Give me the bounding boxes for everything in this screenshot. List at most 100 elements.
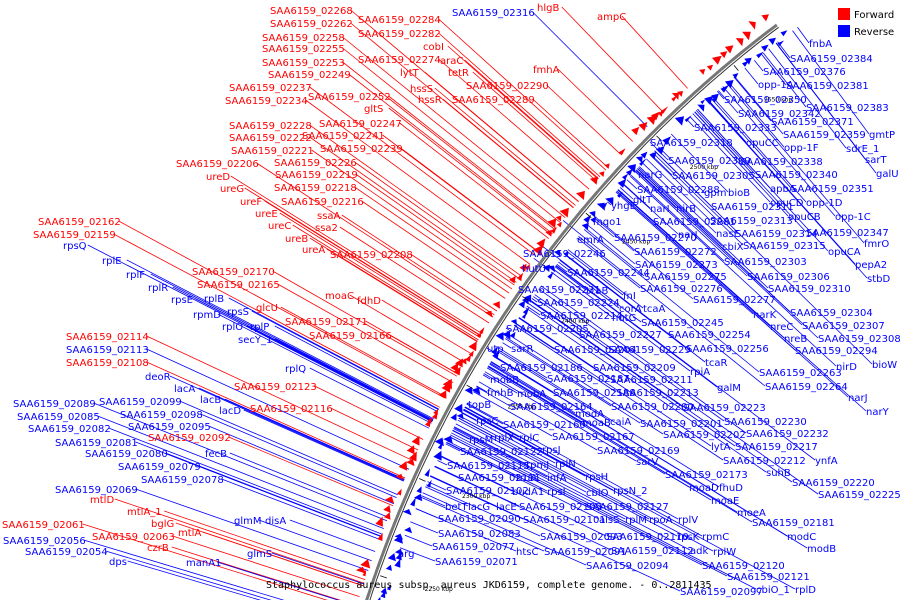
forward-gene-label: hlgB — [537, 3, 559, 14]
reverse-gene-glyph — [377, 596, 381, 600]
reverse-label-connector — [585, 227, 645, 277]
reverse-label-connector — [532, 11, 648, 128]
reverse-label-connector — [775, 42, 877, 174]
reverse-gene-label: SAA6159_02256 — [686, 344, 769, 355]
reverse-gene-label: SAA6159_02333 — [694, 123, 777, 134]
reverse-gene-label: SAA6159_02217 — [735, 442, 818, 453]
reverse-label-connector — [652, 152, 736, 234]
forward-gene-glyph — [411, 435, 420, 446]
forward-label-connector — [292, 224, 479, 341]
reverse-label-connector — [229, 452, 389, 518]
reverse-gene-glyph — [454, 403, 463, 414]
reverse-gene-label: nasF — [716, 229, 740, 240]
reverse-gene-label: SAA6159_02224 — [537, 298, 620, 309]
scale-tick-label: 2500 kbp — [690, 164, 718, 171]
reverse-gene-label: fecB — [205, 449, 227, 460]
scale-tick-label: 2300 kbp — [462, 493, 490, 500]
reverse-gene-glyph — [684, 115, 692, 123]
forward-label-connector — [228, 436, 394, 507]
reverse-label-connector — [453, 428, 548, 478]
forward-gene-glyph — [460, 358, 467, 365]
reverse-gene-glyph — [542, 264, 550, 272]
forward-label-connector — [342, 47, 562, 224]
reverse-gene-glyph — [711, 93, 719, 102]
reverse-gene-label: SAA6159_02214 — [540, 311, 623, 322]
reverse-gene-label: rpmJ — [526, 460, 549, 471]
reverse-gene-label: SAA6159_02231 — [518, 285, 601, 296]
reverse-gene-label: opp-1D — [806, 198, 843, 209]
reverse-label-connector — [437, 460, 448, 466]
reverse-gene-glyph — [437, 441, 443, 450]
forward-gene-glyph — [432, 412, 438, 420]
reverse-gene-label: SAA6159_02314 — [735, 229, 818, 240]
reverse-gene-glyph — [596, 202, 605, 211]
reverse-label-connector — [555, 264, 816, 461]
reverse-gene-glyph — [426, 479, 432, 488]
forward-gene-glyph — [699, 69, 706, 75]
reverse-label-connector — [97, 415, 384, 529]
reverse-label-connector — [530, 300, 793, 483]
reverse-gene-glyph — [395, 552, 402, 561]
reverse-label-connector — [135, 488, 369, 571]
reverse-label-connector — [251, 310, 439, 410]
reverse-gene-label: SAA6159_02304 — [790, 308, 873, 319]
reverse-label-connector — [649, 141, 657, 149]
reverse-gene-label: disA — [265, 516, 286, 527]
reverse-gene-label: rplC — [519, 433, 539, 444]
reverse-gene-glyph — [761, 44, 769, 52]
forward-gene-label: SAA6159_02262 — [270, 19, 353, 30]
forward-gene-label: SAA6159_02282 — [358, 29, 441, 40]
reverse-label-connector — [717, 90, 739, 114]
scale-tick-label: 2400 kbp — [561, 318, 589, 325]
genome-caption: Staphylococcus aureus subsp. aureus JKD6… — [266, 580, 712, 591]
reverse-label-connector — [502, 342, 512, 349]
forward-gene-label: SAA6159_02092 — [148, 433, 231, 444]
reverse-gene-glyph — [510, 319, 517, 325]
reverse-label-connector — [525, 307, 767, 473]
reverse-gene-label: budA1 — [512, 487, 544, 498]
forward-label-connector — [172, 535, 360, 597]
reverse-label-connector — [200, 413, 397, 498]
reverse-gene-label: rplW — [713, 547, 736, 558]
reverse-gene-label: SAA6159_02310 — [768, 284, 851, 295]
reverse-gene-label: rplX — [494, 433, 514, 444]
forward-label-connector — [277, 283, 454, 384]
forward-gene-label: mtlA_1 — [127, 507, 162, 518]
forward-gene-label: SAA6159_02274 — [358, 55, 441, 66]
reverse-label-connector — [592, 218, 615, 238]
reverse-gene-glyph — [590, 216, 597, 224]
gene-labels: SAA6159_02268 SAA6159_02284 hlgB ampC SAA615… — [2, 3, 900, 598]
reverse-gene-label: hutG — [612, 313, 636, 324]
reverse-gene-label: rplN — [555, 459, 576, 470]
reverse-gene-label: SAA6159_02305 — [672, 171, 755, 182]
reverse-gene-label: bioW — [872, 360, 897, 371]
reverse-gene-label: lacA — [174, 384, 195, 395]
reverse-gene-label: SAA6159_02213 — [616, 388, 699, 399]
reverse-label-connector — [711, 95, 807, 203]
legend: Forward Reverse — [838, 8, 894, 38]
reverse-gene-label: manA1 — [186, 558, 221, 569]
reverse-gene-glyph — [518, 300, 525, 309]
reverse-label-connector — [744, 67, 759, 85]
forward-gene-label: SAA6159_02171 — [285, 317, 368, 328]
reverse-gene-label: mobB — [490, 375, 519, 386]
scale-tick — [585, 212, 592, 218]
forward-gene-glyph — [468, 350, 474, 357]
reverse-gene-label: SAA6159_02307 — [802, 321, 885, 332]
reverse-gene-glyph — [756, 51, 764, 59]
reverse-label-connector — [792, 30, 870, 135]
forward-gene-glyph — [492, 301, 500, 309]
reverse-gene-glyph — [491, 345, 499, 355]
forward-gene-glyph — [453, 366, 461, 376]
reverse-label-connector — [514, 322, 555, 350]
reverse-label-connector — [83, 539, 285, 600]
forward-label-connector — [424, 71, 579, 202]
reverse-gene-glyph — [674, 116, 685, 126]
forward-gene-glyph — [384, 496, 395, 504]
reverse-gene-label: cbiO_1 — [756, 585, 790, 596]
forward-label-connector — [164, 510, 366, 580]
forward-gene-glyph — [547, 218, 557, 228]
backbone-arc — [365, 23, 778, 600]
reverse-label-connector — [617, 189, 867, 412]
reverse-label-connector — [466, 402, 679, 520]
